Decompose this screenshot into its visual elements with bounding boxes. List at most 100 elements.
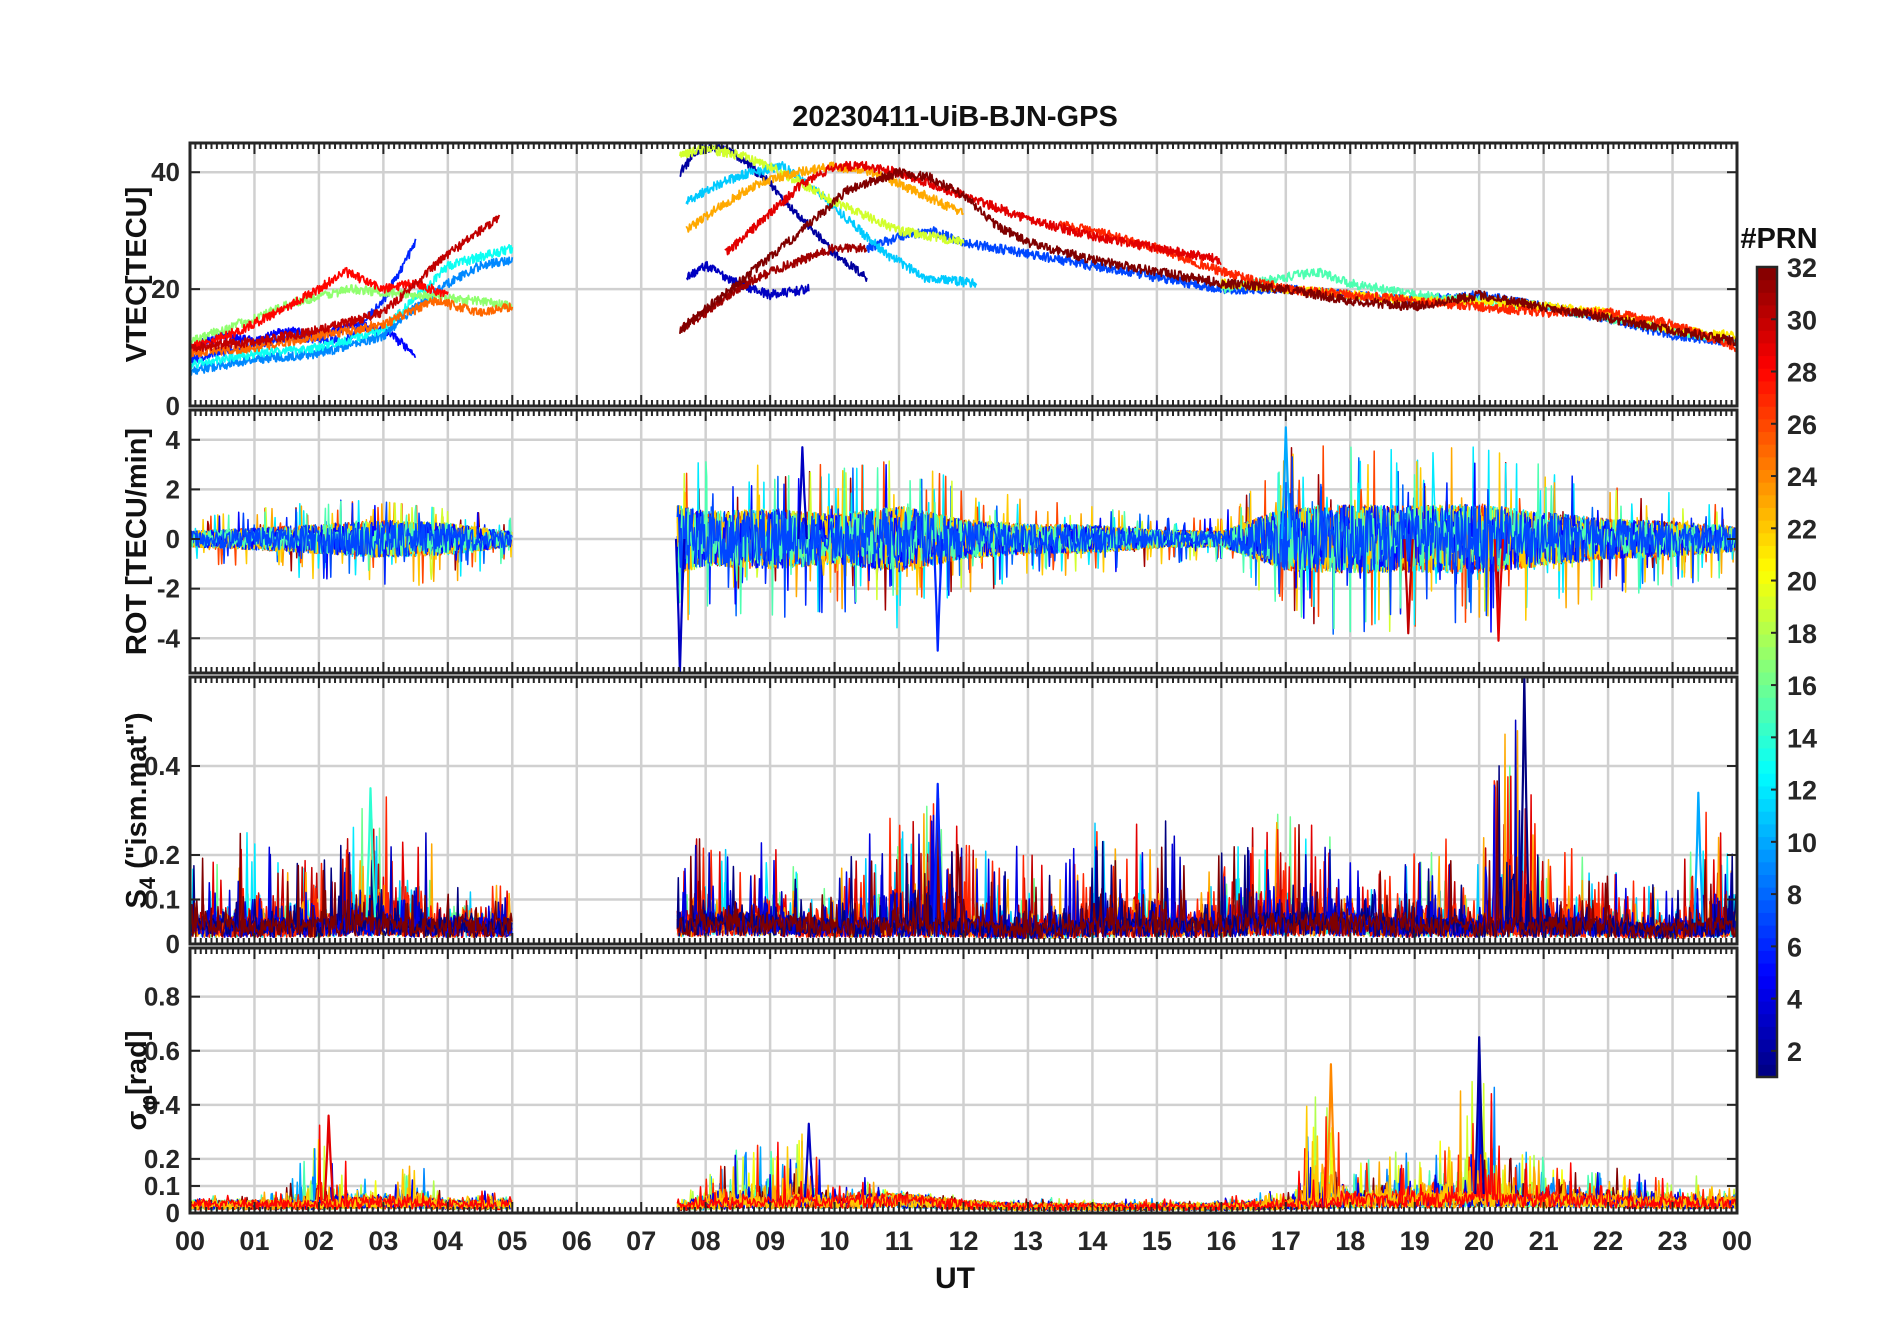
peak-prn-30 [1403,538,1414,635]
colorbar-cell [1757,393,1777,407]
colorbar-cell [1757,456,1777,470]
peak-prn-10 [1280,426,1292,540]
colorbar-cell [1757,634,1777,648]
x-tick-label: 20 [1464,1226,1494,1256]
peak-prn-14 [365,787,377,918]
y-axis-label: σφ[rad] [121,1030,160,1130]
series-prn-32 [679,167,1737,347]
colorbar-cell [1757,596,1777,610]
series-prn-23 [685,161,965,233]
colorbar-cell [1757,861,1777,875]
trace-prn-7 [190,501,513,578]
peak-prn-10 [1693,791,1704,923]
colorbar-cell [1757,659,1777,673]
y-tick-label: 2 [166,474,180,504]
series-prn-3 [685,260,810,301]
colorbar-tick-label: 24 [1787,462,1817,492]
colorbar-cell [1757,304,1777,319]
colorbar-tick-label: 4 [1787,985,1802,1015]
colorbar-cell [1757,849,1777,863]
y-tick-label: 0.4 [144,751,181,781]
colorbar-cell [1757,532,1777,546]
colorbar-cell [1757,823,1777,838]
x-tick-label: 18 [1335,1226,1365,1256]
colorbar-cell [1757,469,1777,483]
colorbar-cell [1757,608,1777,622]
x-tick-label: 06 [562,1226,592,1256]
y-axis-label: ROT [TECU/min] [121,428,153,655]
colorbar-tick-label: 32 [1787,253,1817,283]
y-tick-label: 40 [151,157,180,187]
colorbar-cell [1757,558,1777,572]
x-tick-label: 02 [304,1226,334,1256]
colorbar-cell [1757,418,1777,433]
colorbar-cell [1757,342,1777,357]
colorbar-cell [1757,1013,1777,1027]
colorbar-tick-label: 12 [1787,776,1817,806]
x-tick-label: 22 [1593,1226,1623,1256]
y-tick-label: 0.6 [144,1036,180,1066]
colorbar-cell [1757,672,1777,686]
colorbar-tick-label: 14 [1787,723,1817,753]
colorbar-cell [1757,368,1777,382]
colorbar-title: #PRN [1740,223,1817,255]
colorbar-cell [1757,899,1777,913]
panel-frame [188,675,1739,946]
colorbar-cell [1757,279,1777,293]
panel-S4: 0 0.1 0.2 0.4S4 ("ism.mat") [121,675,1739,959]
x-tick-label: 11 [885,1226,914,1256]
colorbar-cell [1757,621,1777,635]
y-tick-label: 0 [166,929,180,959]
y-tick-label: -4 [157,623,181,653]
colorbar-cell [1757,697,1777,711]
colorbar-cell [1757,380,1777,395]
colorbar-cell [1757,317,1777,331]
colorbar-cell [1757,798,1777,812]
colorbar-cell [1757,963,1777,977]
peak-prn-2 [1474,1036,1485,1195]
colorbar-cell [1757,709,1777,724]
colorbar-cell [1757,330,1777,344]
colorbar-cell [1757,937,1777,951]
colorbar-cell [1757,811,1777,825]
colorbar-tick-label: 16 [1787,671,1817,701]
figure-title: 20230411-UiB-BJN-GPS [792,101,1118,133]
colorbar-cell [1757,267,1777,281]
y-tick-label: 4 [166,425,181,455]
x-tick-label: 12 [948,1226,978,1256]
y-tick-label: 0 [166,524,180,554]
colorbar-tick-label: 2 [1787,1037,1802,1067]
colorbar-tick-label: 8 [1787,880,1802,910]
colorbar-cell [1757,684,1777,698]
x-tick-label: 09 [755,1226,785,1256]
y-tick-label: 0 [166,391,180,421]
colorbar-cell [1757,722,1777,736]
x-tick-label: 01 [239,1226,269,1256]
colorbar-cell [1757,912,1777,926]
trace-prn-28 [190,1124,513,1211]
colorbar-cell [1757,950,1777,964]
data-lines [190,1036,1737,1212]
y-tick-label: 20 [151,274,180,304]
peak-prn-6 [932,782,944,922]
colorbar-tick-label: 22 [1787,514,1817,544]
colorbar-cell [1757,1039,1777,1053]
y-tick-label: 0.1 [144,1171,180,1201]
y-tick-label: 0.8 [144,982,180,1012]
colorbar-cell [1757,836,1777,850]
peak-prn-1 [1519,677,1530,922]
colorbar-tick-label: 30 [1787,305,1817,335]
colorbar-cell [1757,735,1777,749]
colorbar-cell [1757,444,1777,458]
y-tick-label: 0.2 [144,1144,180,1174]
panel-sigma_phi: 00.10.2 0.4 0.6 0.8 σφ[rad] 00 01 02 03 04 05 06 07 0… [121,946,1752,1256]
colorbar-cell [1757,925,1777,939]
colorbar-cell [1757,646,1777,660]
colorbar-tick-label: 18 [1787,619,1817,649]
colorbar-cell [1757,747,1777,762]
x-tick-label: 04 [433,1226,463,1256]
colorbar-cell [1757,1064,1777,1078]
